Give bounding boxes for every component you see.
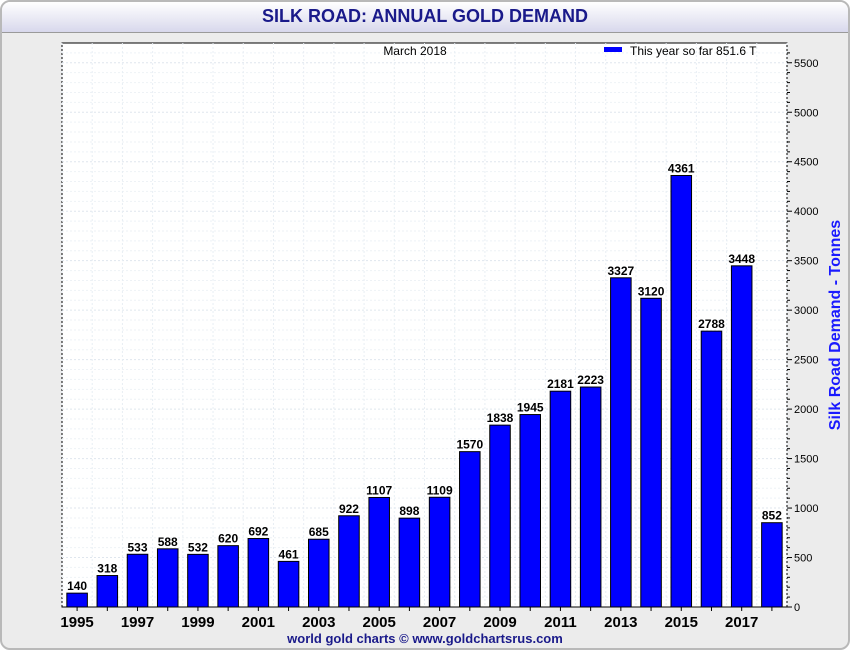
bar-1996 [96,575,119,608]
data-label-2015: 4361 [668,161,695,175]
bar-2013 [610,277,632,608]
data-label-2003: 685 [309,525,329,539]
y-tick-label: 1000 [794,503,818,515]
y-axis-label: Silk Road Demand - Tonnes [827,220,844,431]
y-axis-ticks: 0 500 1000 1500 2000 2500 3000 3500 4000 4500 5000… [787,52,818,614]
x-axis-ticks: 1995 1997 1999 2001 2003 2005 2007 2009 2011 2013… [60,607,773,631]
bar-2005 [368,496,390,608]
y-tick-label: 500 [794,553,812,565]
y-tick-label: 1500 [794,454,818,466]
data-label-2002: 461 [279,547,299,561]
y-tick-label: 3500 [794,256,818,268]
y-tick-label: 4500 [794,157,818,169]
bar-2011 [549,390,572,608]
bar-1999 [187,553,209,608]
data-label-1998: 588 [158,535,178,549]
bar-2007 [428,496,451,608]
bar-2016 [700,330,723,608]
y-tick-label: 5500 [794,58,818,70]
chart-title: SILK ROAD: ANNUAL GOLD DEMAND [262,6,588,26]
bar-2009 [489,424,511,608]
data-label-2018: 852 [762,509,782,523]
footer-credit: world gold charts © www.goldchartsrus.co… [287,631,563,646]
data-label-2000: 620 [218,532,238,546]
bar-2012 [579,386,602,608]
bar-2018 [761,522,783,608]
data-label-1995: 140 [67,579,87,593]
y-tick-label: 0 [794,602,800,614]
bar-2010 [519,414,541,608]
data-label-2008: 1570 [456,438,483,452]
data-label-2004: 922 [339,502,359,516]
x-tick-label: 1999 [181,614,214,631]
y-tick-label: 4000 [794,206,818,218]
y-tick-label: 2500 [794,355,818,367]
data-label-1997: 533 [128,540,148,554]
x-tick-label: 2009 [483,614,516,631]
data-label-2001: 692 [248,525,268,539]
x-tick-label: 2005 [363,614,396,631]
bar-2014 [640,297,662,608]
data-labels: 140 318 533 588 532 620 692 461 685 922 1107 898 110… [67,161,782,593]
data-label-2005: 1107 [366,483,392,497]
bar-2001 [247,538,270,608]
data-label-2010: 1945 [517,401,544,415]
bar-2008 [459,451,481,608]
data-label-1996: 318 [97,562,117,576]
x-tick-label: 2017 [725,614,758,631]
title-bar: SILK ROAD: ANNUAL GOLD DEMAND [2,2,848,33]
x-tick-label: 2001 [242,614,275,631]
x-tick-label: 2013 [604,614,637,631]
data-label-2013: 3327 [608,264,635,278]
bar-2017 [730,265,753,608]
chart-subtitle: March 2018 [383,44,447,58]
x-tick-label: 2003 [302,614,335,631]
bar-2004 [338,515,360,608]
data-label-1999: 532 [188,540,208,554]
x-tick-label: 2007 [423,614,456,631]
bar-2003 [308,538,330,608]
bar-1998 [156,548,179,608]
x-tick-label: 1997 [121,614,154,631]
bars [66,174,783,608]
bar-1997 [126,553,149,608]
data-label-2011: 2181 [547,377,574,391]
y-tick-label: 3000 [794,305,818,317]
legend-swatch [604,47,622,52]
data-label-2014: 3120 [638,284,665,298]
bar-1995 [66,592,88,608]
data-label-2006: 898 [399,504,419,518]
data-label-2012: 2223 [577,373,604,387]
data-label-2017: 3448 [728,252,755,266]
data-label-2016: 2788 [698,317,725,331]
bar-2006 [398,517,421,608]
data-label-2007: 1109 [427,483,453,497]
legend-label: This year so far 851.6 T [630,44,757,58]
x-tick-label: 2015 [665,614,698,631]
grid [61,43,788,607]
bar-2002 [277,560,300,608]
data-label-2009: 1838 [487,411,514,425]
y-tick-label: 5000 [794,107,818,119]
bar-2015 [670,174,693,608]
y-tick-label: 2000 [794,404,818,416]
x-tick-label: 2011 [544,614,577,631]
bar-2000 [217,545,239,608]
x-tick-label: 1995 [60,614,93,631]
